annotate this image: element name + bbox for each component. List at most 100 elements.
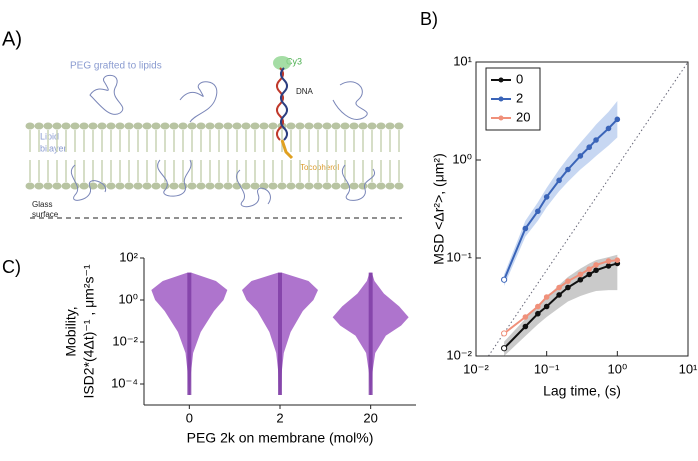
- x-tick-label: 0: [186, 410, 193, 425]
- panel-a-diagram: A) PEG grafted to lipids Cy3 DNA Lipid b…: [2, 28, 404, 219]
- lipid-head: [214, 122, 224, 130]
- peg-chains: [70, 74, 375, 208]
- lipid-head: [133, 182, 143, 190]
- x-tick-label: 10⁻¹: [534, 361, 560, 376]
- data-point: [586, 144, 593, 151]
- lipid-head: [304, 182, 314, 190]
- lipid-head: [115, 182, 125, 190]
- y-tick-label: 10⁻⁴: [111, 375, 138, 390]
- lipid-head: [277, 182, 287, 190]
- data-point: [556, 284, 562, 291]
- lipid-head: [286, 182, 296, 190]
- data-point: [565, 278, 571, 284]
- x-tick-label: 20: [363, 410, 377, 425]
- data-point: [501, 330, 508, 337]
- lipid-head: [250, 122, 260, 130]
- data-point: [501, 345, 508, 352]
- lipid-head: [205, 182, 215, 190]
- lipid-head: [124, 122, 134, 130]
- dna-label: DNA: [296, 87, 314, 96]
- peg-label: PEG grafted to lipids: [70, 61, 162, 72]
- lipid-head: [340, 122, 350, 130]
- lipid-head: [349, 182, 359, 190]
- lipid-head: [169, 122, 179, 130]
- lipid-head: [115, 122, 125, 130]
- y-tick-label: 10⁰: [118, 291, 138, 306]
- x-tick-label: 10⁰: [607, 361, 627, 376]
- data-point: [593, 262, 599, 268]
- lipid-head: [241, 122, 251, 130]
- lipid-head: [304, 122, 314, 130]
- lipid-head: [385, 122, 395, 130]
- x-tick-label: 10¹: [679, 361, 698, 376]
- lipid-head: [160, 122, 170, 130]
- lipid-head: [61, 122, 71, 130]
- lipid-head: [331, 182, 341, 190]
- lipid-head: [313, 182, 323, 190]
- lipid-head: [214, 182, 224, 190]
- x-axis-label: PEG 2k on membrane (mol%): [187, 430, 374, 446]
- x-tick-label: 10⁻²: [463, 361, 489, 376]
- error-band: [504, 254, 618, 356]
- lipid-head: [142, 122, 152, 130]
- lipid-head: [79, 182, 89, 190]
- data-point: [586, 271, 593, 278]
- data-point: [577, 276, 584, 283]
- lipid-head: [286, 122, 296, 130]
- data-point: [614, 257, 621, 263]
- legend-marker: [498, 115, 504, 121]
- lipid-head: [241, 182, 251, 190]
- y-tick-label: 10²: [119, 249, 138, 264]
- lipid-head: [187, 182, 197, 190]
- lipid-head: [25, 122, 35, 130]
- lipid-head: [52, 122, 62, 130]
- lipid-head: [142, 182, 152, 190]
- lipid-head: [268, 182, 278, 190]
- dna-strand: [273, 56, 294, 160]
- lipid-head: [178, 122, 188, 130]
- lipid-head: [169, 182, 179, 190]
- lipid-head: [133, 122, 143, 130]
- data-point: [556, 292, 562, 298]
- lipid-head: [88, 122, 98, 130]
- x-axis-label: Lag time, (s): [543, 383, 621, 399]
- lipid-head: [376, 182, 386, 190]
- data-point: [543, 194, 550, 200]
- legend-label: 0: [516, 71, 523, 86]
- lipid-head: [70, 122, 80, 130]
- lipid-head: [79, 122, 89, 130]
- data-point: [535, 208, 541, 215]
- lipid-head: [322, 122, 332, 130]
- lipid-head: [313, 122, 323, 130]
- panel-label: B): [420, 9, 438, 29]
- legend-marker: [498, 77, 504, 83]
- data-point: [522, 323, 529, 330]
- y-tick-label: 10⁻²: [112, 333, 138, 348]
- glass-label: surface: [32, 210, 59, 219]
- data-point: [501, 276, 508, 283]
- data-point: [577, 271, 584, 278]
- lipid-head: [232, 122, 242, 130]
- data-point: [535, 303, 541, 310]
- lipid-head: [223, 122, 233, 130]
- lipid-head: [358, 122, 368, 130]
- lipid-head: [331, 122, 341, 130]
- data-point: [565, 284, 571, 291]
- lipid-head: [97, 122, 107, 130]
- lipid-head: [358, 182, 368, 190]
- x-tick-label: 2: [276, 410, 283, 425]
- tocopherol-label: Tocopherol: [300, 163, 339, 172]
- bilayer-label: bilayer: [40, 143, 67, 153]
- panel-label: A): [2, 28, 22, 50]
- lipid-head: [367, 182, 377, 190]
- data-point: [522, 225, 529, 232]
- data-point: [586, 266, 593, 272]
- panel-c: C) 0 2 20 10⁻⁴ 10⁻² 10⁰ 10² PEG 2k on membrane (…: [2, 249, 416, 446]
- axes-frame: [475, 61, 689, 357]
- panel-label: C): [2, 257, 21, 277]
- lipid-head: [295, 122, 305, 130]
- lipid-head: [196, 122, 206, 130]
- y-tick-label: 10⁻¹: [446, 249, 472, 264]
- bilayer: [25, 122, 404, 190]
